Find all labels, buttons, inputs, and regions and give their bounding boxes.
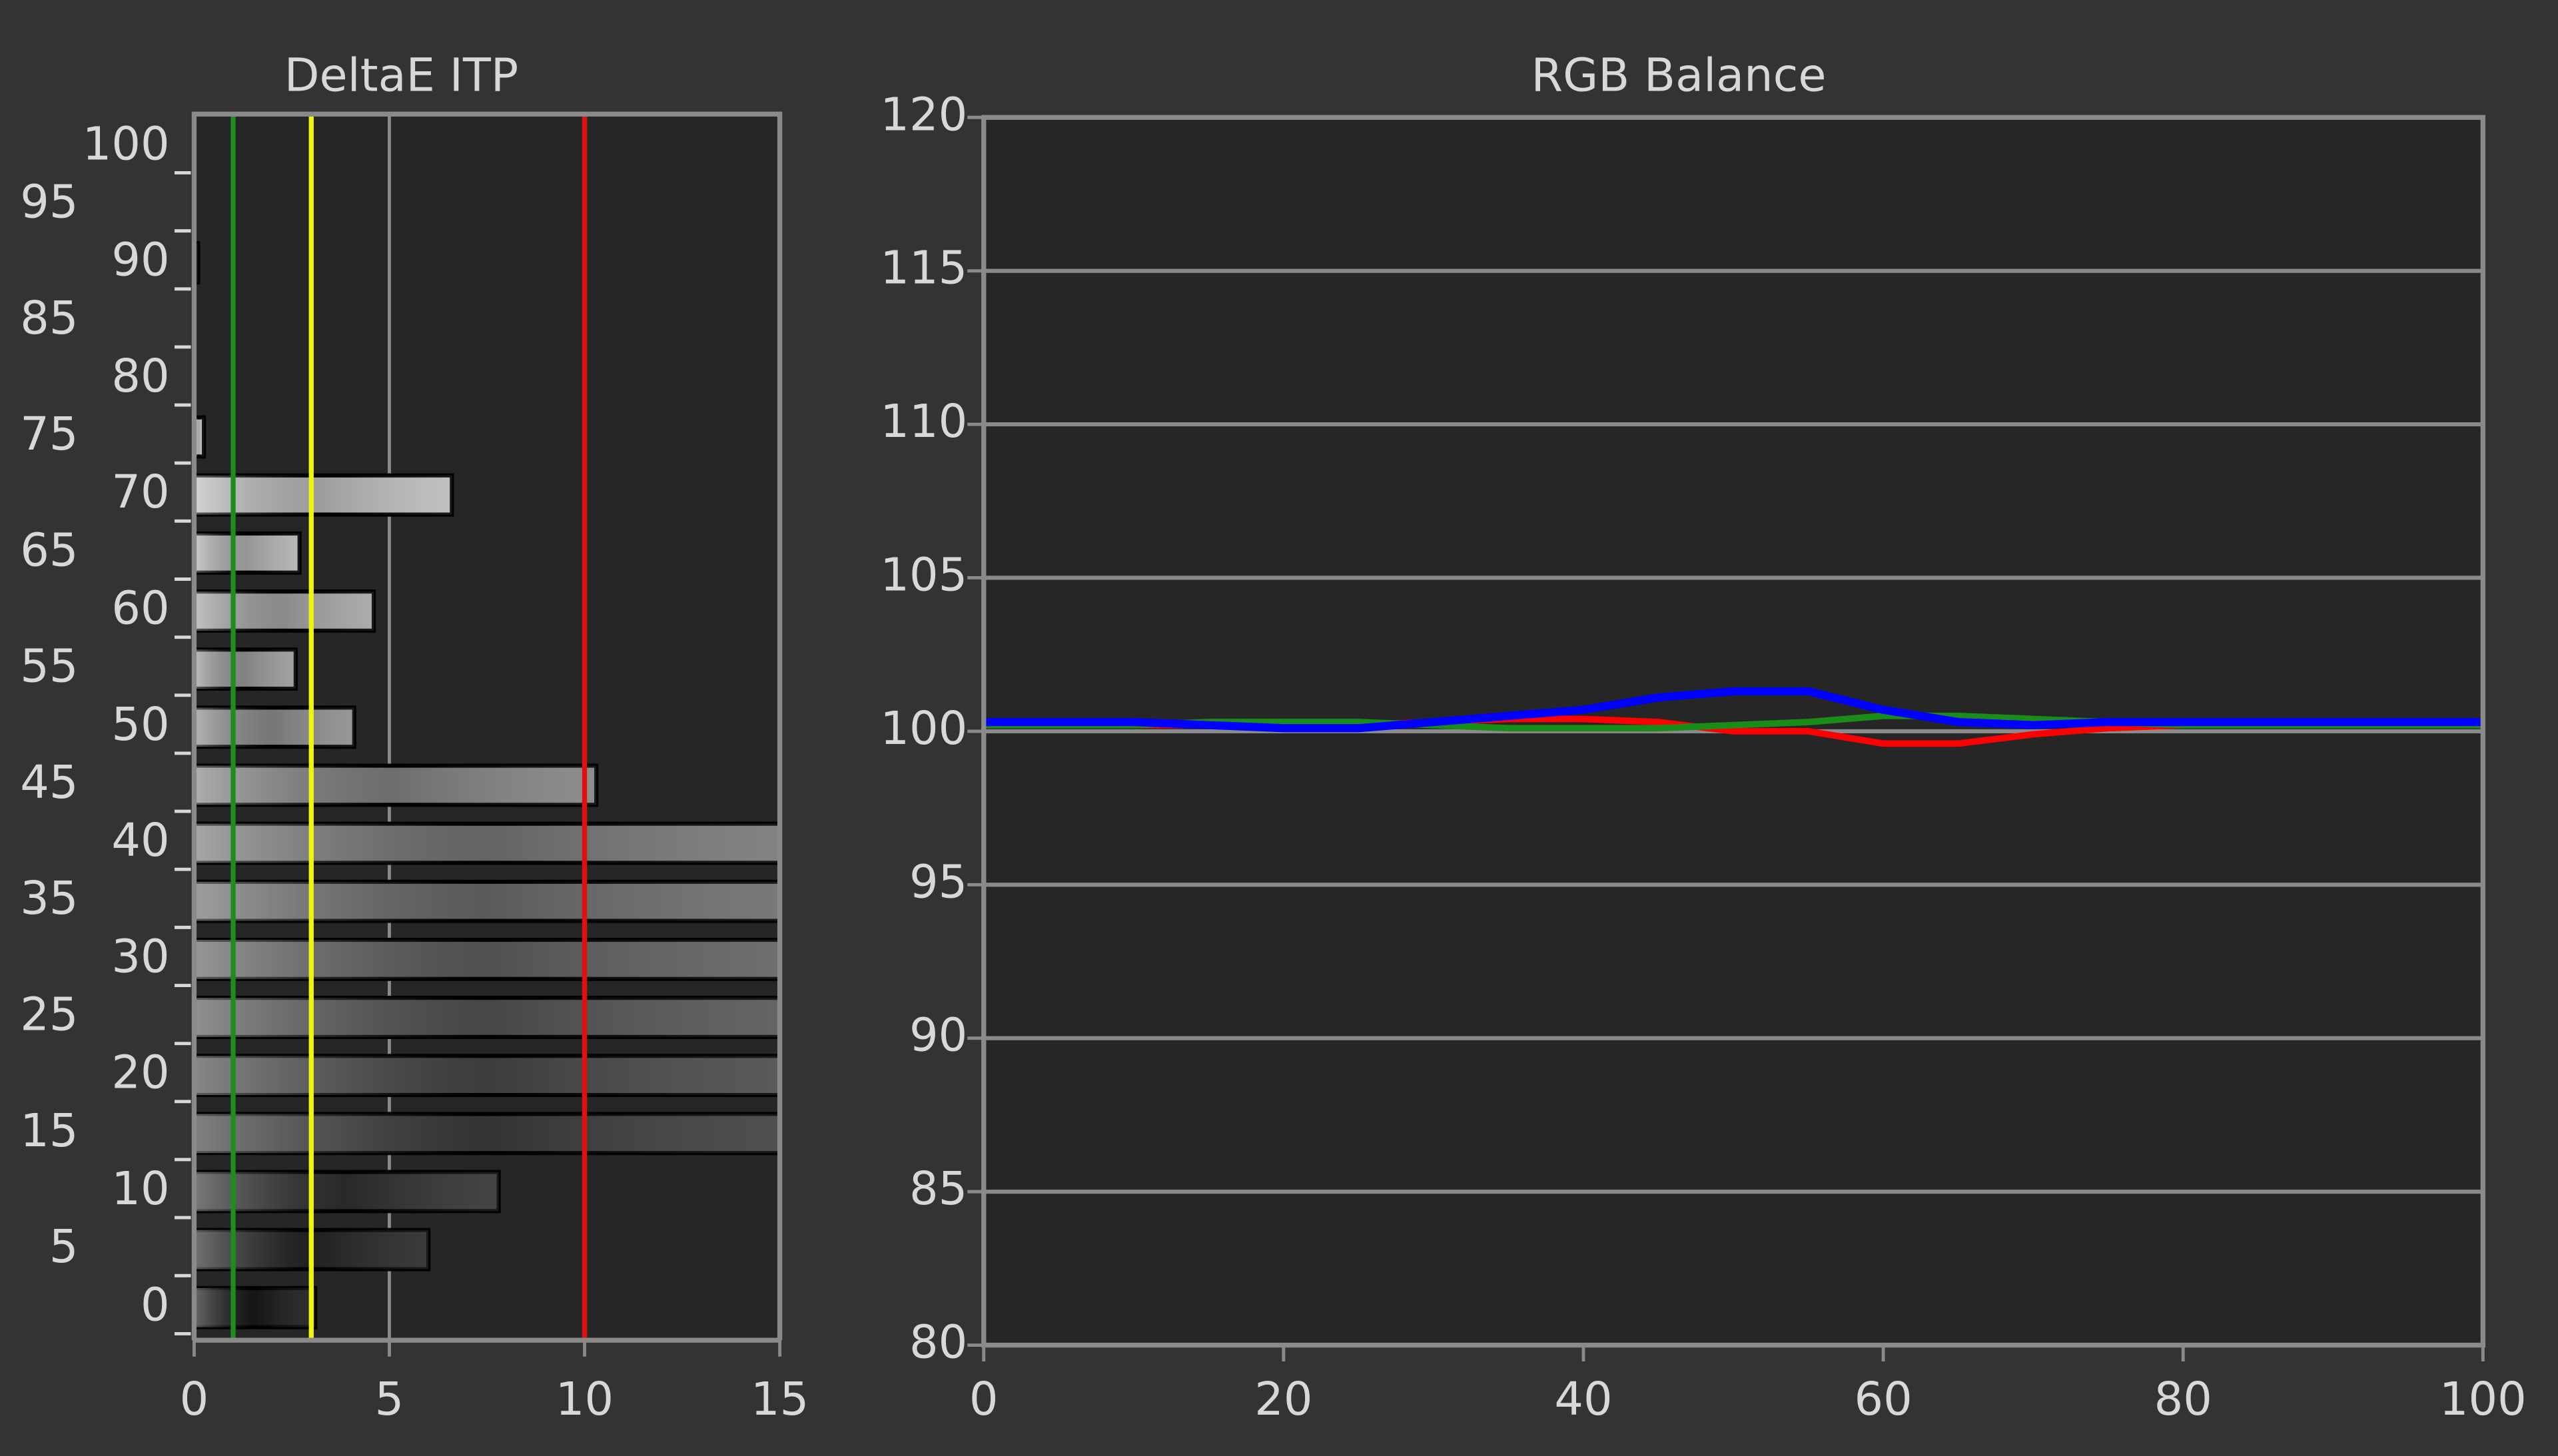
y-tick-label: 100 <box>83 117 170 171</box>
frame <box>191 111 783 1341</box>
chart-title: RGB Balance <box>1531 49 1826 103</box>
y-tick-label: 60 <box>111 582 169 635</box>
y-tick-label: 110 <box>880 395 967 448</box>
y-tick-label: 0 <box>141 1278 170 1331</box>
rgb-chart: 80 85 90 95 100 105 110 115 120 0 20 40 60 80 100 <box>880 88 2526 1426</box>
y-tick-label: 85 <box>20 292 78 345</box>
deltae-chart: 0 5 10 15 0 5 10 15 20 25 30 35 40 45 50 55 60 65 70 75 80 85… <box>20 111 809 1426</box>
y-tick-label: 115 <box>880 242 967 295</box>
bar-shine <box>194 998 780 1037</box>
y-tick-label: 85 <box>909 1162 967 1216</box>
bar-shine <box>194 649 296 689</box>
x-tick-label: 15 <box>751 1373 809 1426</box>
y-tick-label: 90 <box>909 1009 967 1062</box>
y-tick-label: 70 <box>111 466 169 519</box>
y-tick-label: 5 <box>49 1220 79 1274</box>
y-tick-label: 15 <box>20 1104 78 1158</box>
bar-shine <box>194 1056 780 1096</box>
x-tick-label: 20 <box>1254 1373 1312 1426</box>
bar-shine <box>194 765 597 805</box>
y-tick-label: 50 <box>111 698 169 751</box>
bar-shine <box>194 533 300 573</box>
y-tick-label: 40 <box>111 814 169 867</box>
chart-title: DeltaE ITP <box>284 49 518 103</box>
y-tick-label: 80 <box>111 350 169 403</box>
bar-shine <box>194 475 452 515</box>
y-tick-label: 35 <box>20 872 78 925</box>
bar-shine <box>194 881 780 921</box>
y-tick-label: 55 <box>20 640 78 693</box>
y-tick-label: 45 <box>20 756 78 809</box>
y-tick-label: 20 <box>111 1046 169 1100</box>
y-tick-label: 65 <box>20 524 78 577</box>
y-tick-label: 105 <box>880 549 967 602</box>
bar-shine <box>194 591 374 631</box>
y-tick-label: 10 <box>111 1162 169 1216</box>
y-tick-label: 95 <box>20 176 78 229</box>
bar-shine <box>194 939 780 979</box>
y-tick-label: 30 <box>111 930 169 983</box>
x-tick-label: 40 <box>1554 1373 1612 1426</box>
y-tick-label: 95 <box>909 855 967 909</box>
x-tick-label: 100 <box>2439 1373 2527 1426</box>
bar-shine <box>194 707 354 747</box>
y-tick-label: 75 <box>20 408 78 461</box>
bar-shine <box>194 1172 499 1212</box>
y-tick-label: 90 <box>111 234 169 287</box>
x-tick-label: 80 <box>2154 1373 2212 1426</box>
bar-shine <box>194 823 780 863</box>
x-tick-label: 10 <box>556 1373 614 1426</box>
x-tick-label: 5 <box>375 1373 404 1426</box>
x-tick-label: 60 <box>1854 1373 1912 1426</box>
x-tick-label: 0 <box>180 1373 209 1426</box>
y-tick-label: 120 <box>880 88 967 141</box>
y-tick-label: 100 <box>880 702 967 755</box>
series-line <box>983 687 2483 733</box>
bar-shine <box>194 1287 316 1327</box>
bar-shine <box>194 1114 780 1154</box>
y-tick-label: 80 <box>909 1316 967 1369</box>
frame <box>981 115 2486 1348</box>
x-tick-label: 0 <box>969 1373 999 1426</box>
y-tick-label: 25 <box>20 988 78 1042</box>
